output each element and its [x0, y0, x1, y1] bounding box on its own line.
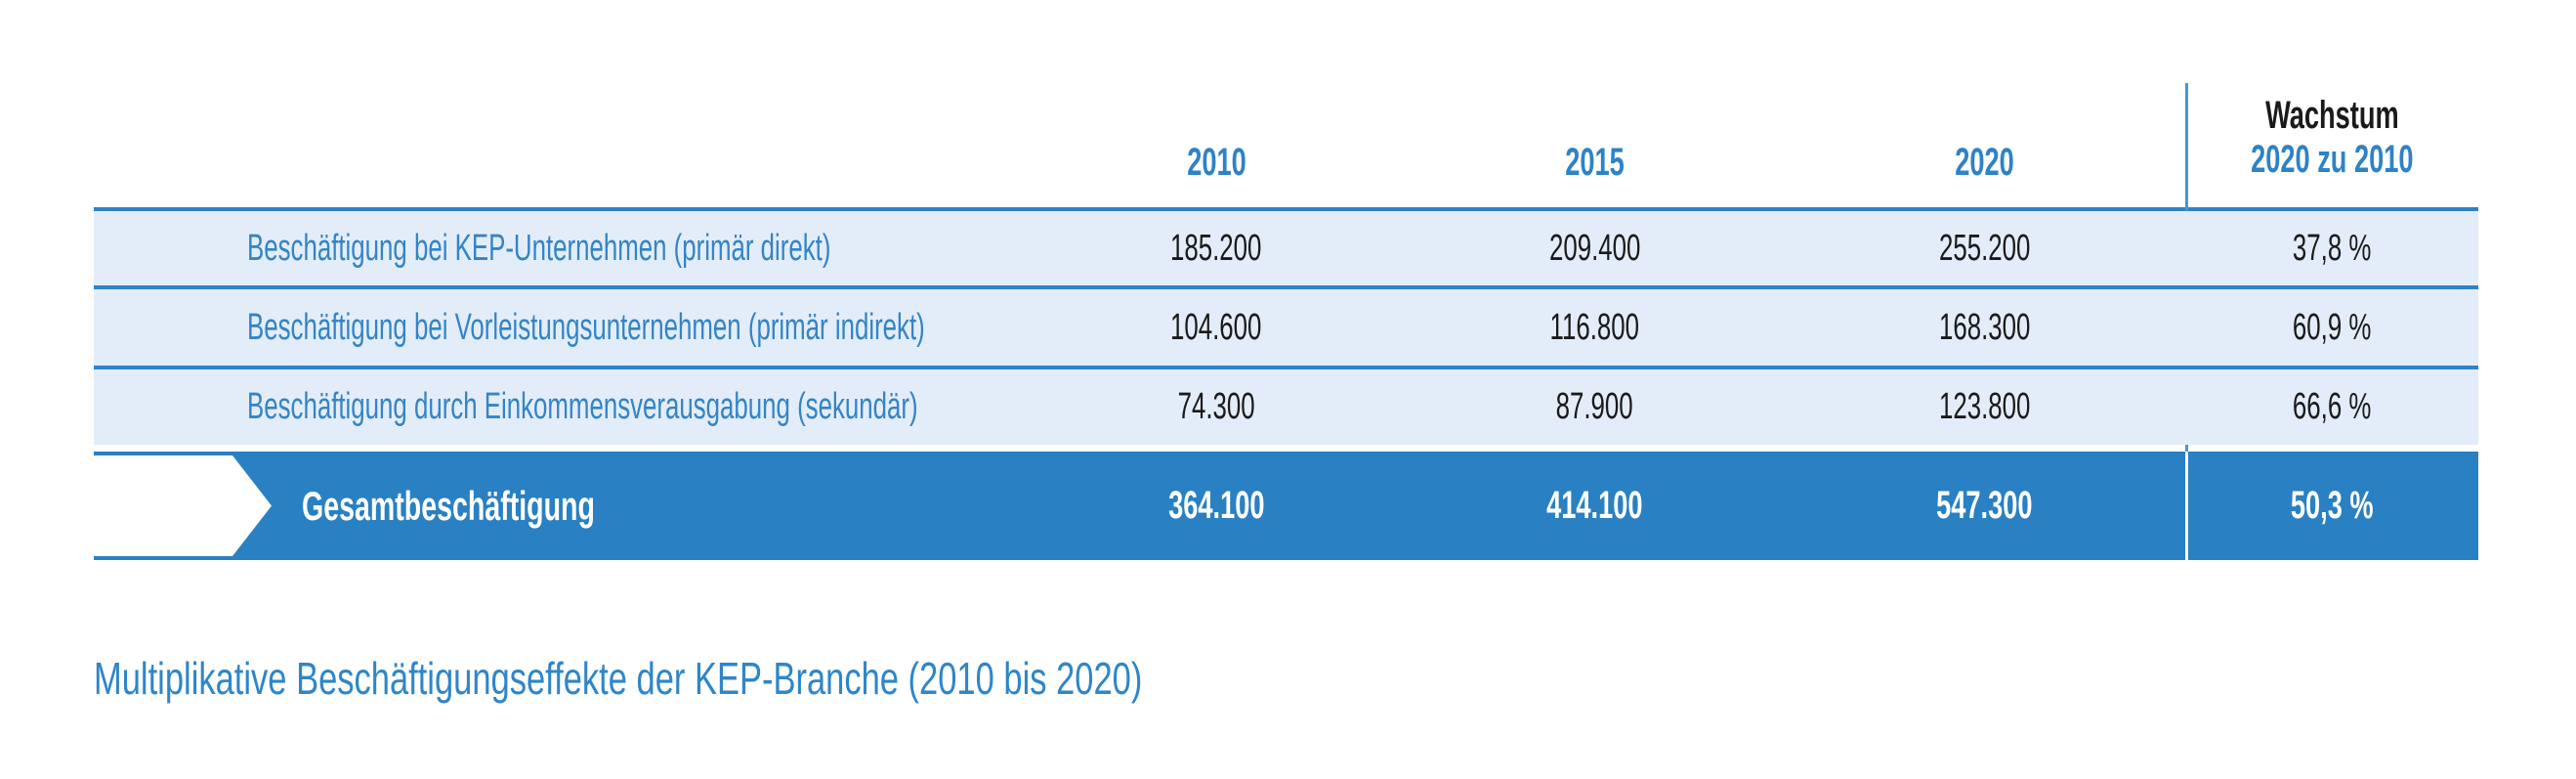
value-2010: 74.300 — [1177, 386, 1255, 427]
table-row-primary-direct: Beschäftigung bei KEP-Unternehmen (primä… — [94, 211, 2478, 285]
row-label: Beschäftigung bei KEP-Unternehmen (primä… — [247, 227, 831, 269]
header-spacer — [94, 139, 1026, 182]
value-2020: 123.800 — [1938, 386, 2031, 427]
total-2015: 414.100 — [1546, 484, 1643, 527]
table-row-total: Gesamtbeschäftigung 364.100 414.100 547.… — [94, 452, 2478, 560]
row-label: Beschäftigung durch Einkommensverausgabu… — [247, 386, 918, 427]
total-arrow-icon — [94, 455, 272, 556]
value-2015: 209.400 — [1548, 227, 1641, 269]
column-header-2020: 2020 — [1955, 141, 2014, 184]
value-2015: 116.800 — [1549, 306, 1640, 348]
growth-header-line2: 2020 zu 2010 — [2251, 138, 2414, 181]
column-header-growth: Wachstum 2020 zu 2010 — [2186, 94, 2478, 182]
total-growth: 50,3 % — [2291, 484, 2374, 527]
column-header-2015: 2015 — [1565, 141, 1625, 184]
value-growth: 66,6 % — [2293, 386, 2372, 427]
column-header-2010: 2010 — [1186, 141, 1246, 184]
value-growth: 37,8 % — [2293, 227, 2372, 269]
value-2020: 255.200 — [1938, 227, 2031, 269]
table-row-secondary: Beschäftigung durch Einkommensverausgabu… — [94, 369, 2478, 445]
row-divider — [94, 366, 2478, 369]
row-divider — [94, 285, 2478, 289]
table-header-row: 2010 2015 2020 — [94, 139, 2478, 182]
value-2010: 185.200 — [1170, 227, 1262, 269]
row-label: Beschäftigung bei Vorleistungsunternehme… — [247, 306, 925, 348]
figure-caption: Multiplikative Beschäftigungseffekte der… — [94, 653, 1143, 704]
table-row-primary-indirect: Beschäftigung bei Vorleistungsunternehme… — [94, 289, 2478, 366]
value-2015: 87.900 — [1555, 386, 1634, 427]
growth-column-divider-total — [2185, 452, 2188, 560]
value-2010: 104.600 — [1170, 306, 1262, 348]
total-2010: 364.100 — [1167, 484, 1265, 527]
total-2020: 547.300 — [1936, 484, 2033, 527]
growth-header-line1: Wachstum — [2265, 94, 2399, 137]
value-growth: 60,9 % — [2293, 306, 2372, 348]
total-label: Gesamtbeschäftigung — [302, 482, 595, 529]
value-2020: 168.300 — [1938, 306, 2031, 348]
table-top-rule — [94, 207, 2478, 211]
